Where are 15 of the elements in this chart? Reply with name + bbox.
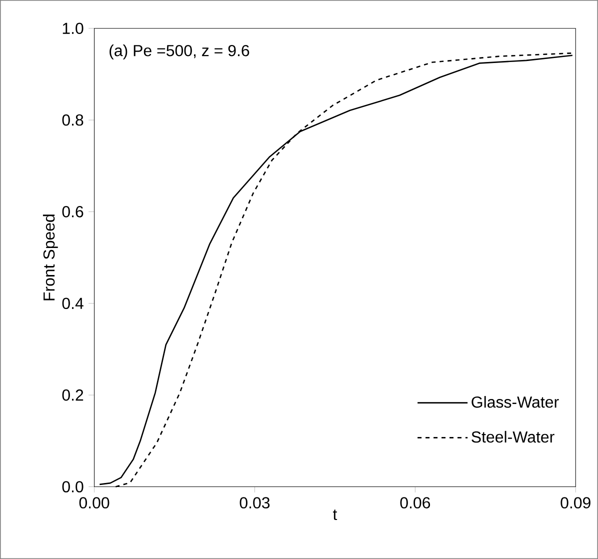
x-tick-label: 0.00 (79, 497, 110, 508)
y-tick-label: 1.0 (62, 22, 84, 34)
y-axis-title: Front Speed (42, 214, 58, 300)
legend-label: Steel-Water (472, 430, 554, 443)
y-tick-label: 0.8 (62, 114, 84, 126)
annotation: (a) Pe =500, z = 9.6 (110, 44, 250, 60)
x-tick-label: 0.06 (400, 497, 430, 508)
x-tick-label: 0.03 (240, 497, 270, 508)
y-tick-label: 0.6 (62, 206, 84, 218)
y-tick-label: 0.0 (62, 481, 84, 492)
y-tick-label: 0.2 (62, 389, 84, 401)
x-axis-title: t (332, 510, 338, 520)
legend-label: Glass-Water (472, 396, 559, 408)
x-tick-label: 0.09 (560, 497, 590, 508)
y-tick-label: 0.4 (62, 298, 84, 310)
